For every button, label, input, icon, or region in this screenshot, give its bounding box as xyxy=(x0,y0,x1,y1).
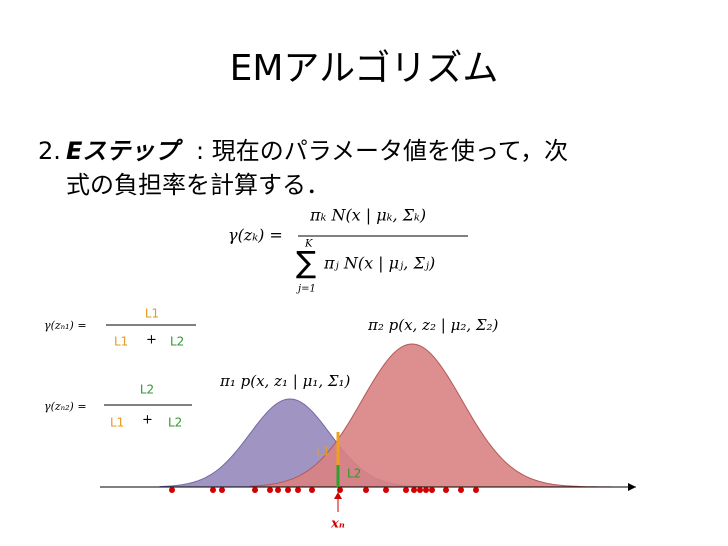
axis-arrow xyxy=(628,483,636,491)
label-l1: L1 xyxy=(145,307,159,321)
label-l1: L1 xyxy=(110,416,124,430)
xn-label: xₙ xyxy=(330,517,345,532)
sum-top: K xyxy=(304,239,313,250)
pointer-head xyxy=(334,492,342,499)
bullet-term: Eステップ xyxy=(66,137,183,165)
bullet-number: 2. xyxy=(38,137,61,165)
label-l1: L1 xyxy=(316,445,330,459)
sum-bottom: j=1 xyxy=(296,284,316,295)
label-l2: L2 xyxy=(140,383,154,397)
plus: + xyxy=(142,413,153,428)
formula-numerator: πₖ N(x | μₖ, Σₖ) xyxy=(309,206,426,225)
curve-label: π₂ p(x, z₂ | μ₂, Σ₂) xyxy=(367,316,499,334)
title: EMアルゴリズム xyxy=(230,48,499,89)
bullet-text: : 現在のパラメータ値を使って，次 xyxy=(196,137,568,165)
data-points xyxy=(169,487,479,493)
resp-lhs: γ(zₙ₂) = xyxy=(44,400,87,413)
formula-denominator: πⱼ N(x | μⱼ, Σⱼ) xyxy=(323,254,435,273)
formula-lhs: γ(zₖ) = xyxy=(228,226,283,245)
curve-label: π₁ p(x, z₁ | μ₁, Σ₁) xyxy=(219,372,351,390)
resp-lhs: γ(zₙ₁) = xyxy=(44,319,87,332)
label-l2: L2 xyxy=(168,416,182,430)
label-l2: L2 xyxy=(170,335,184,349)
component-curve xyxy=(249,343,620,488)
label-l2: L2 xyxy=(347,467,361,481)
bullet-text: 式の負担率を計算する． xyxy=(66,171,330,199)
label-l1: L1 xyxy=(114,335,128,349)
plus: + xyxy=(146,333,157,348)
sum-sign: ∑ xyxy=(296,246,316,281)
